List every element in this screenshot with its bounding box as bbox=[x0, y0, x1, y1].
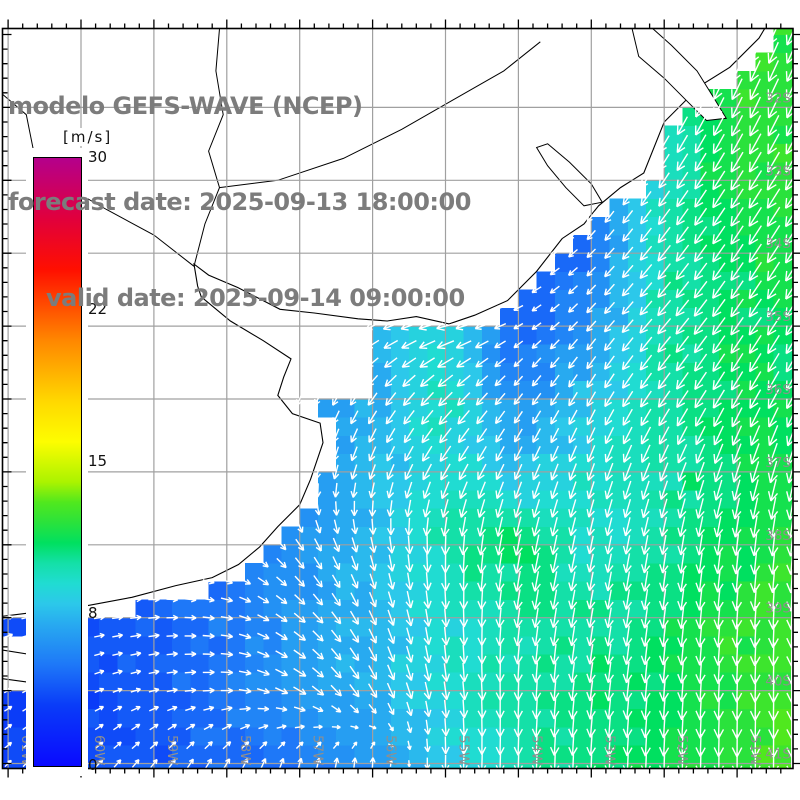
lon-grid-label: 56W bbox=[383, 735, 399, 766]
lat-grid-label: 40S bbox=[765, 674, 791, 690]
map-frame-ticks bbox=[1, 19, 800, 778]
lon-grid-label: 60W bbox=[91, 735, 107, 766]
valid-date-line: valid date: 2025-09-14 09:00:00 bbox=[46, 284, 465, 312]
colorbar-unit-label: [m/s] bbox=[60, 128, 116, 146]
forecast-date-line: forecast date: 2025-09-13 18:00:00 bbox=[8, 188, 471, 216]
lon-grid-label: 51W bbox=[747, 735, 763, 766]
lat-grid-label: 41S bbox=[765, 747, 791, 763]
lat-grid-label: 34S bbox=[765, 236, 791, 252]
lon-grid-label: 58W bbox=[237, 735, 253, 766]
lat-grid-label: 33S bbox=[765, 163, 791, 179]
colorbar-tick-label: 8 bbox=[88, 604, 98, 622]
title-block: modelo GEFS-WAVE (NCEP) forecast date: 2… bbox=[8, 26, 471, 378]
lat-grid-label: 36S bbox=[765, 382, 791, 398]
colorbar-panel bbox=[26, 148, 88, 776]
colorbar-tick-label: 15 bbox=[88, 452, 108, 470]
colorbar-tick-label: 22 bbox=[88, 300, 108, 318]
lat-grid-label: 35S bbox=[765, 309, 791, 325]
lon-grid-label: 54W bbox=[528, 735, 544, 766]
lat-grid-label: 32S bbox=[765, 90, 791, 106]
lat-grid-label: 38S bbox=[765, 528, 791, 544]
lon-grid-label: 52W bbox=[674, 735, 690, 766]
lon-grid-label: 55W bbox=[456, 735, 472, 766]
graticule-labels: 61W60W59W58W57W56W55W54W53W52W51W32S33S3… bbox=[18, 90, 791, 765]
lon-grid-label: 53W bbox=[601, 735, 617, 766]
colorbar-tick-label: 0 bbox=[88, 756, 98, 774]
colorbar-tick-label: 30 bbox=[88, 148, 108, 166]
colorbar-gradient bbox=[33, 157, 82, 767]
lon-grid-label: 59W bbox=[164, 735, 180, 766]
lon-grid-label: 57W bbox=[310, 735, 326, 766]
lat-grid-label: 39S bbox=[765, 601, 791, 617]
lat-grid-label: 37S bbox=[765, 455, 791, 471]
model-title: modelo GEFS-WAVE (NCEP) bbox=[8, 92, 363, 120]
